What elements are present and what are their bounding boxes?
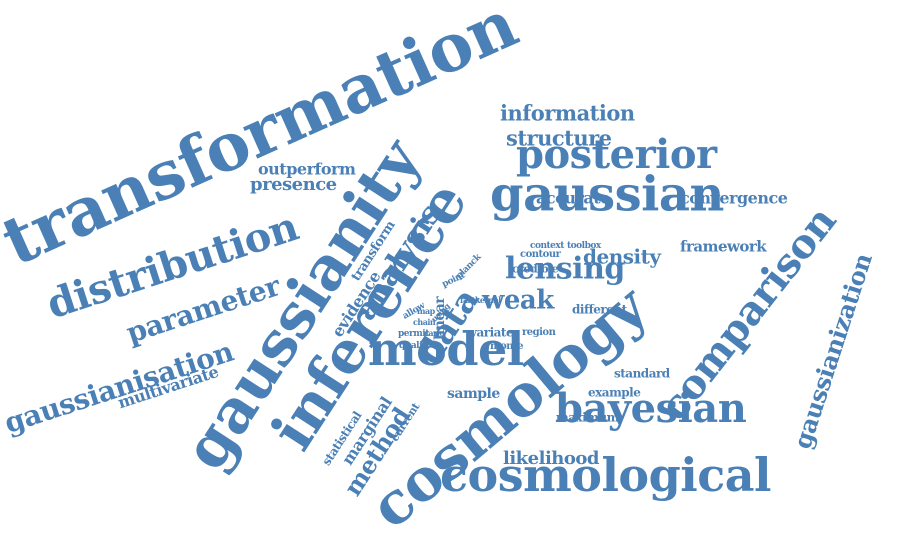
- word-outperform: outperform: [258, 159, 356, 179]
- word-likelihood: likelihood: [503, 447, 599, 469]
- word-convergence: convergence: [680, 188, 788, 208]
- word-map: map: [417, 305, 435, 316]
- word-standard: standard: [614, 366, 670, 381]
- word-lensing: lensing: [505, 251, 625, 287]
- word-framework: framework: [680, 237, 767, 256]
- word-weak: weak: [482, 285, 554, 316]
- word-toolbox: toolbox: [567, 240, 601, 251]
- word-quality: quality: [399, 340, 431, 351]
- word-fastkernel: fastkernel: [460, 294, 501, 305]
- word-context: context: [530, 240, 564, 251]
- word-sample: sample: [447, 386, 500, 403]
- word-carlo: carlo: [424, 327, 445, 338]
- word-structure: structure: [506, 125, 612, 151]
- word-density: density: [583, 244, 661, 269]
- word-posterior: posterior: [516, 130, 717, 178]
- word-region: region: [522, 327, 556, 339]
- word-information: information: [500, 100, 635, 126]
- word-monte: monte: [490, 341, 524, 353]
- word-permit: permit: [398, 328, 429, 339]
- word-maximum: maximum: [556, 410, 619, 425]
- word-bayesian: bayesian: [555, 384, 747, 432]
- word-contour: contour: [520, 249, 561, 261]
- word-chain: chain: [413, 316, 436, 327]
- word-variate: variate: [470, 325, 514, 340]
- word-gaussian: gaussian: [490, 166, 724, 223]
- word-example: example: [588, 385, 641, 400]
- word-cosmological: cosmological: [440, 448, 772, 503]
- word-different: different: [572, 302, 627, 317]
- word-model: model: [368, 322, 524, 377]
- word-accurate: accurate: [536, 188, 610, 208]
- word-presence: presence: [250, 173, 337, 195]
- word-credible: credible: [512, 262, 559, 276]
